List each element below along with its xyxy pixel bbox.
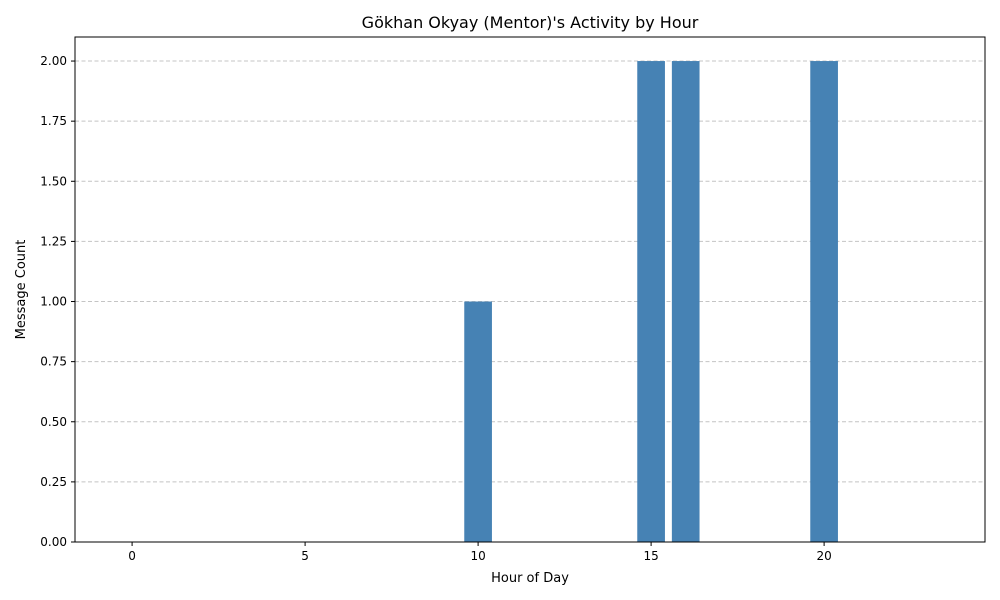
grid-lines <box>75 60 985 483</box>
y-tick-label: 1.25 <box>40 234 67 248</box>
y-tick-label: 0.25 <box>40 475 67 489</box>
y-tick-label: 0.50 <box>40 415 67 429</box>
y-axis-label: Message Count <box>14 240 29 340</box>
y-tick-label: 1.50 <box>40 174 67 188</box>
x-axis-ticks: 0 5 10 15 20 <box>128 542 832 563</box>
y-tick-label: 0.00 <box>40 535 67 549</box>
y-tick-label: 1.75 <box>40 114 67 128</box>
y-tick-label: 1.00 <box>40 295 67 309</box>
chart-title: Gökhan Okyay (Mentor)'s Activity by Hour <box>362 13 699 32</box>
bar-hour-15 <box>637 61 665 543</box>
x-tick-label: 0 <box>128 549 136 563</box>
x-tick-label: 10 <box>470 549 485 563</box>
bar-hour-10 <box>464 301 492 542</box>
x-tick-label: 5 <box>301 549 309 563</box>
plot-frame <box>74 36 986 543</box>
y-tick-label: 0.75 <box>40 355 67 369</box>
x-tick-label: 20 <box>816 549 831 563</box>
bars <box>464 61 838 543</box>
x-axis-label: Hour of Day <box>491 571 569 586</box>
y-axis-ticks: 0.00 0.25 0.50 0.75 1.00 1.25 1.50 1.75 2.00 <box>40 54 75 549</box>
x-tick-label: 15 <box>643 549 658 563</box>
bar-hour-20 <box>810 61 838 543</box>
y-tick-label: 2.00 <box>40 54 67 68</box>
bar-hour-16 <box>671 61 700 543</box>
